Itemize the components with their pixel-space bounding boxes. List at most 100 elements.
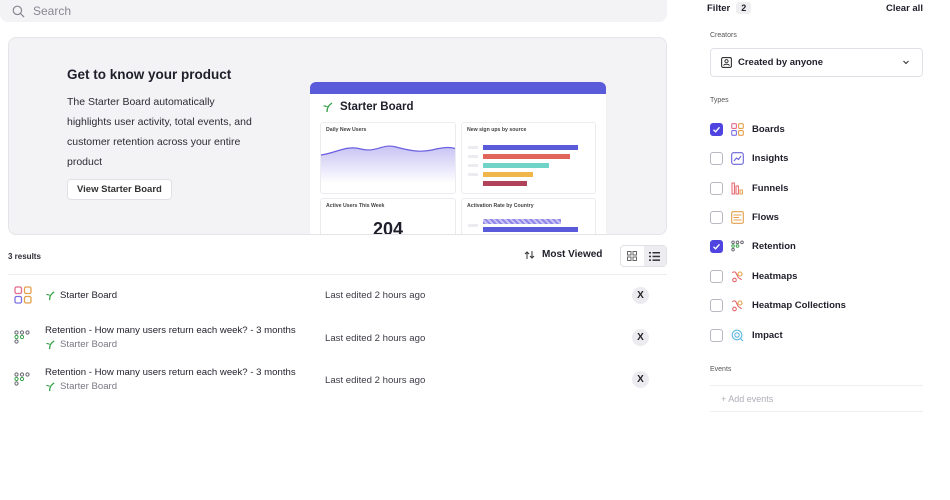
checkbox-checked[interactable] xyxy=(710,239,723,253)
last-edited: Last edited 2 hours ago xyxy=(325,333,426,344)
bar-4 xyxy=(483,172,533,177)
list-item[interactable]: Retention - How many users return each w… xyxy=(8,360,667,398)
sprout-icon xyxy=(323,102,333,113)
new-signups-card: New sign ups by source xyxy=(461,122,596,194)
preview-title: Starter Board xyxy=(322,101,414,113)
boards-icon xyxy=(14,286,32,304)
preview-title-text: Starter Board xyxy=(340,101,414,113)
search-icon xyxy=(12,5,25,17)
promo-title: Get to know your product xyxy=(67,67,232,82)
card-label: New sign ups by source xyxy=(467,127,527,133)
bar-3 xyxy=(483,163,549,168)
sort-label: Most Viewed xyxy=(542,249,603,260)
type-filter-retention[interactable]: Retention xyxy=(710,238,796,254)
type-label: Heatmaps xyxy=(752,270,798,282)
type-filter-funnels[interactable]: Funnels xyxy=(710,180,788,196)
checkbox[interactable] xyxy=(710,328,723,342)
bar-2 xyxy=(483,154,570,159)
grid-view-button[interactable] xyxy=(621,246,644,266)
type-filter-insights[interactable]: Insights xyxy=(710,150,788,166)
retention-icon xyxy=(14,330,30,344)
filter-header: Filter 2 xyxy=(707,2,752,14)
retention-icon xyxy=(731,240,744,252)
grid-icon xyxy=(627,251,638,261)
starter-board-preview: Starter Board Daily New Users New sign u… xyxy=(310,82,606,235)
list-item[interactable]: Retention - How many users return each w… xyxy=(8,318,667,356)
row-name: Starter Board xyxy=(60,290,118,301)
type-filter-boards[interactable]: Boards xyxy=(710,121,785,137)
row-subtitle: Starter Board xyxy=(45,381,117,392)
creators-label: Creators xyxy=(710,32,737,39)
type-filter-heatmaps[interactable]: Heatmaps xyxy=(710,268,797,284)
creators-select[interactable]: Created by anyone xyxy=(710,48,923,77)
search-input[interactable] xyxy=(33,4,633,18)
row-name: Retention - How many users return each w… xyxy=(45,367,296,378)
sort-icon xyxy=(524,250,535,259)
view-starter-board-button[interactable]: View Starter Board xyxy=(67,179,172,200)
boards-icon xyxy=(731,122,744,136)
view-toggle xyxy=(620,245,667,267)
line-chart xyxy=(321,145,455,183)
clear-all-button[interactable]: Clear all xyxy=(886,3,923,14)
types-label: Types xyxy=(710,97,729,104)
checkbox[interactable] xyxy=(710,151,723,165)
filter-count-badge: 2 xyxy=(736,2,752,14)
type-label: Flows xyxy=(752,211,779,223)
search-bar[interactable] xyxy=(0,0,667,22)
row-board-name: Starter Board xyxy=(60,339,118,350)
type-label: Retention xyxy=(752,240,796,252)
type-filter-impact[interactable]: Impact xyxy=(710,327,783,343)
row-subtitle: Starter Board xyxy=(45,339,117,350)
heatmap-collections-icon xyxy=(731,299,743,311)
heatmaps-icon xyxy=(731,270,743,282)
list-view-button[interactable] xyxy=(643,246,666,266)
daily-new-users-card: Daily New Users xyxy=(320,122,456,194)
hatched-bar xyxy=(483,219,561,224)
bar-1 xyxy=(483,145,578,150)
add-events-input[interactable]: + Add events xyxy=(710,385,923,412)
type-filter-heatmap-collections[interactable]: Heatmap Collections xyxy=(710,297,846,313)
retention-icon xyxy=(14,372,30,386)
events-label: Events xyxy=(710,366,732,373)
row-title: Starter Board xyxy=(45,290,117,301)
type-label: Heatmap Collections xyxy=(752,299,846,311)
insights-icon xyxy=(731,151,744,165)
card-label: Active Users This Week xyxy=(326,203,385,209)
avatar: X xyxy=(632,287,649,304)
chevron-down-icon xyxy=(903,60,909,65)
avatar: X xyxy=(632,371,649,388)
checkbox[interactable] xyxy=(710,269,723,283)
checkbox[interactable] xyxy=(710,298,723,312)
type-filter-flows[interactable]: Flows xyxy=(710,209,779,225)
bar xyxy=(483,227,578,232)
check-icon xyxy=(713,243,721,250)
sprout-icon xyxy=(45,291,55,301)
checkbox-checked[interactable] xyxy=(710,122,723,136)
avatar: X xyxy=(632,329,649,346)
sprout-icon xyxy=(45,382,55,392)
type-label: Insights xyxy=(752,152,789,164)
flows-icon xyxy=(731,210,744,224)
list-item[interactable]: Starter Board Last edited 2 hours ago X xyxy=(8,276,667,314)
person-icon xyxy=(721,57,732,68)
type-label: Impact xyxy=(752,329,783,341)
card-label: Daily New Users xyxy=(326,127,367,133)
card-label: Activation Rate by Country xyxy=(467,203,534,209)
creators-value: Created by anyone xyxy=(738,57,823,68)
impact-icon xyxy=(731,329,744,341)
row-board-name: Starter Board xyxy=(60,381,118,392)
checkbox[interactable] xyxy=(710,181,723,195)
divider xyxy=(8,274,667,275)
row-name: Retention - How many users return each w… xyxy=(45,325,296,336)
active-users-value: 204 xyxy=(372,219,404,235)
activation-rate-card: Activation Rate by Country xyxy=(461,198,596,234)
last-edited: Last edited 2 hours ago xyxy=(325,290,426,301)
sort-dropdown[interactable]: Most Viewed xyxy=(524,249,602,260)
last-edited: Last edited 2 hours ago xyxy=(325,375,426,386)
check-icon xyxy=(713,126,721,133)
results-count: 3 results xyxy=(8,252,41,261)
checkbox[interactable] xyxy=(710,210,723,224)
starter-board-promo: Get to know your product The Starter Boa… xyxy=(8,37,667,235)
promo-description: The Starter Board automatically highligh… xyxy=(67,96,252,168)
funnels-icon xyxy=(731,182,743,194)
